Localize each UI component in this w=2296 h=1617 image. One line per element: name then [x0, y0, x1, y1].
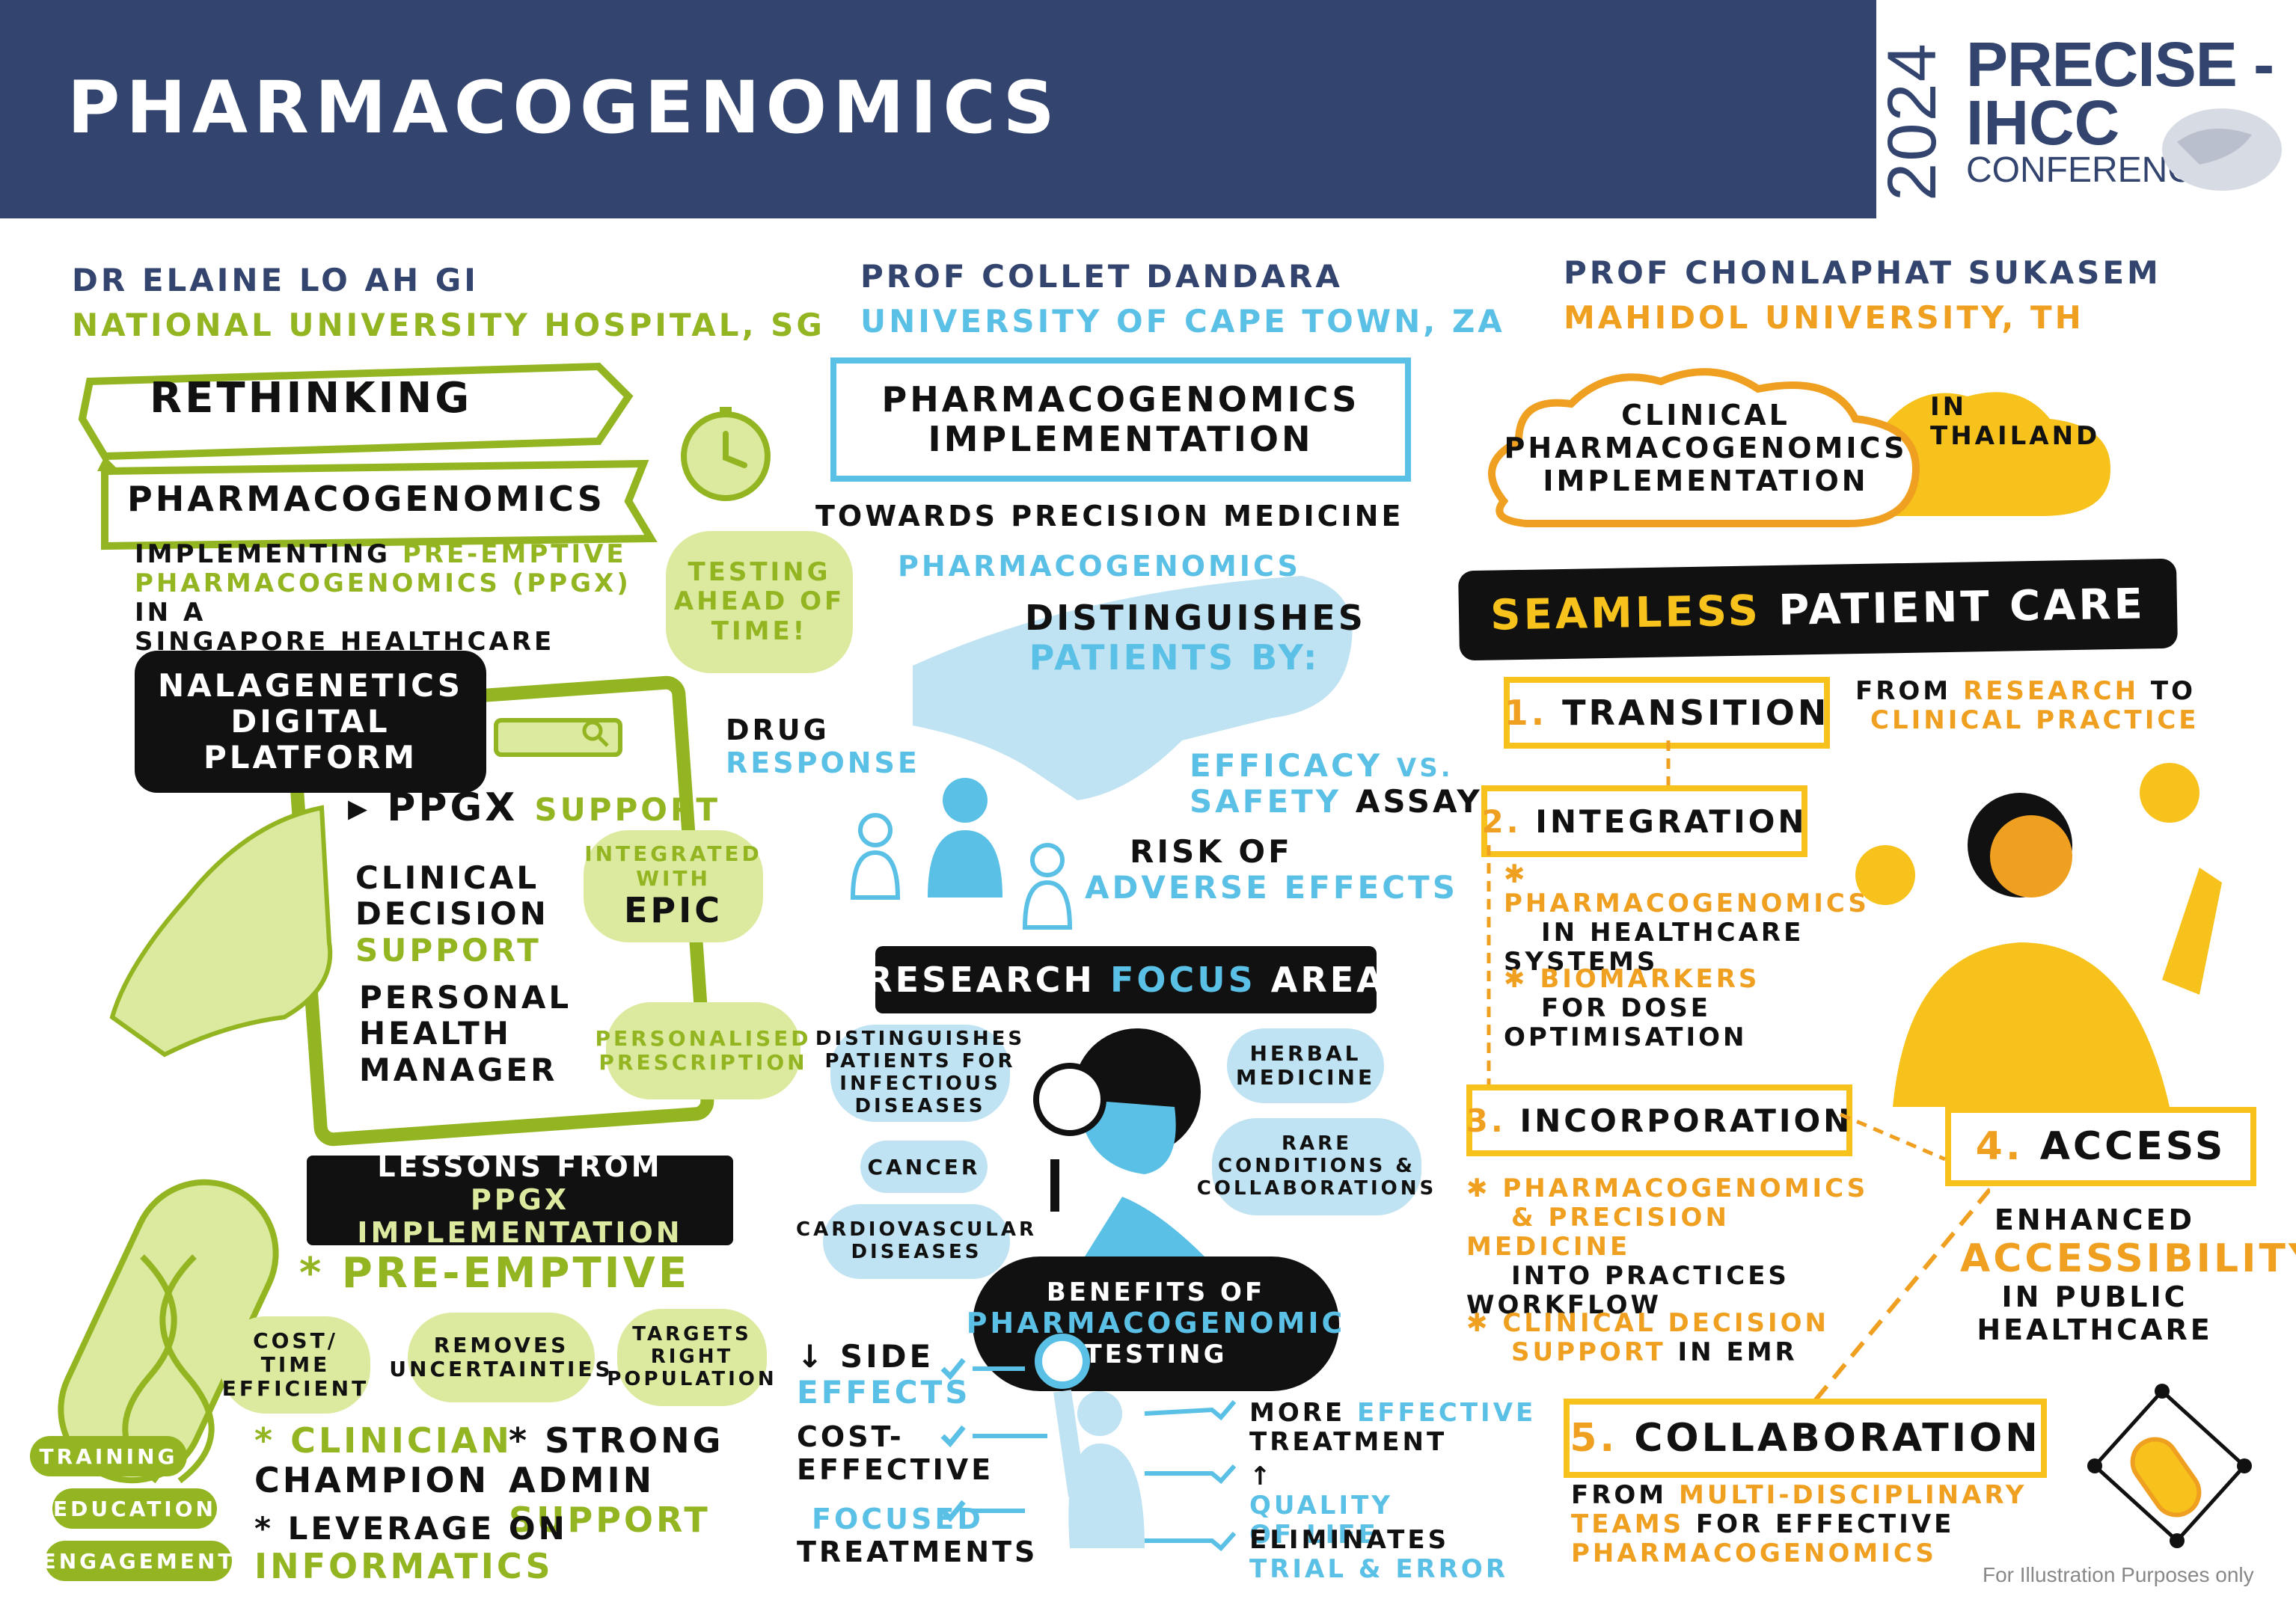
eliminates-trial-error: ELIMINATES TRIAL & ERROR [1249, 1525, 1508, 1585]
hand-illustration [109, 805, 333, 1058]
nalagenetics-bubble: NALAGENETICS DIGITAL PLATFORM [135, 651, 486, 793]
research-focus-banner: RESEARCH FOCUS AREA [866, 946, 1383, 1013]
clinical-pgx-implementation: CLINICAL PHARMACOGENOMICS IMPLEMENTATION [1504, 399, 1908, 497]
focused-treatments: FOCUSED TREATMENTS [797, 1503, 1038, 1568]
strong-admin-support: * STRONG ADMIN SUPPORT [509, 1420, 724, 1540]
person-holding-pill-icon [1035, 1334, 1145, 1548]
seamless-patient-care-banner: SEAMLESS PATIENT CARE [1458, 558, 2178, 661]
cost-effective: COST- EFFECTIVE [797, 1420, 994, 1486]
banner-pharmacogenomics: PHARMACOGENOMICS [127, 479, 605, 519]
ppgx-support: ▸ PPGX SUPPORT [348, 785, 721, 830]
clinician-champion: * CLINICIAN CHAMPION [254, 1420, 512, 1500]
patient-figures-icon [850, 778, 1073, 930]
search-icon [582, 720, 609, 747]
leverage-informatics: * LEVERAGE ON INFORMATICS [254, 1510, 568, 1587]
pre-emptive-heading: * PRE-EMPTIVE [299, 1249, 691, 1298]
bubble-targets-population: TARGETS RIGHT POPULATION [607, 1309, 774, 1406]
pharmacogenomics-label: PHARMACOGENOMICS [898, 550, 1301, 583]
personal-health-manager: PERSONAL HEALTH MANAGER [359, 979, 572, 1088]
risk-adverse-effects: RISK OF ADVERSE EFFECTS [1085, 833, 1458, 906]
header-bar [0, 0, 1876, 218]
tag-engagement: ENGAGEMENT [42, 1541, 232, 1581]
step-3-bullet-1: ✱ PHARMACOGENOMICS & PRECISION MEDICINE … [1466, 1173, 1869, 1321]
logo-line-2: IHCC [1966, 88, 2120, 158]
step-2-bullet-1: ✱ PHARMACOGENOMICS IN HEALTHCARE SYSTEMS [1504, 859, 1870, 978]
logo-line-1: PRECISE - [1966, 29, 2274, 99]
bubble-removes-uncertainties: REMOVES UNCERTAINTIES [389, 1313, 610, 1402]
step-4-desc: ENHANCED ACCESSIBILITY IN PUBLIC HEALTHC… [1960, 1203, 2296, 1347]
cardiovascular-bubble: CARDIOVASCULAR DISEASES [796, 1204, 1034, 1279]
lessons-banner: LESSONS FROM PPGX IMPLEMENTATION [307, 1151, 733, 1249]
infectious-diseases-bubble: DISTINGUISHES PATIENTS FOR INFECTIOUS DI… [815, 1025, 1022, 1122]
step-5-desc: FROM MULTI-DISCIPLINARY TEAMS FOR EFFECT… [1571, 1480, 2027, 1569]
towards-precision-medicine: TOWARDS PRECISION MEDICINE [815, 500, 1404, 533]
benefits-bubble: BENEFITS OF PHARMACOGENOMIC TESTING [967, 1257, 1342, 1391]
step-3-incorporation: 3. INCORPORATION [1466, 1084, 1852, 1156]
drug-response: DRUG RESPONSE [726, 714, 920, 779]
speaker-2-affiliation: UNIVERSITY OF CAPE TOWN, ZA [860, 303, 1505, 340]
speaker-1-affiliation: NATIONAL UNIVERSITY HOSPITAL, SG [72, 307, 825, 343]
speaker-3-affiliation: MAHIDOL UNIVERSITY, TH [1564, 299, 2084, 336]
implementation-banner: PHARMACOGENOMICS IMPLEMENTATION [830, 358, 1411, 482]
cloud-shape [1488, 368, 2110, 527]
integrated-epic-bubble: INTEGRATED WITH EPIC [584, 830, 763, 942]
more-effective-treatment: MORE EFFECTIVE TREATMENT [1249, 1398, 1537, 1458]
doctor-illustration [1855, 763, 2222, 1107]
ribbon-banner [78, 362, 658, 550]
tag-training: TRAINING [30, 1436, 187, 1476]
step-2-integration: 2. INTEGRATION [1481, 785, 1807, 857]
page-title: PHARMACOGENOMICS [67, 66, 1061, 150]
bubble-cost-time: COST/ TIME EFFICIENT [221, 1316, 370, 1414]
pill-network-icon [2087, 1384, 2252, 1548]
checkmark-lines [940, 1357, 1237, 1552]
testing-ahead-bubble: TESTING AHEAD OF TIME! [666, 531, 853, 673]
hand-holding-icon [913, 576, 1353, 800]
side-effects: ↓ SIDE EFFECTS [797, 1338, 971, 1411]
personalised-prescription-bubble: PERSONALISED PRESCRIPTION [595, 1002, 809, 1099]
speaker-2-name: PROF COLLET DANDARA [860, 258, 1343, 295]
rare-conditions-bubble: RARE CONDITIONS & COLLABORATIONS [1197, 1118, 1433, 1215]
speaker-3-name: PROF CHONLAPHAT SUKASEM [1564, 254, 2161, 291]
clinical-decision-support: CLINICAL DECISION SUPPORT [355, 859, 549, 969]
globe-icon [2162, 108, 2282, 191]
in-thailand: IN THAILAND [1930, 392, 2101, 452]
speaker-1-name: DR ELAINE LO AH GI [72, 262, 479, 298]
distinguishes-patients: DISTINGUISHES PATIENTS BY: [1025, 598, 1366, 678]
dashed-connectors [1487, 740, 1990, 1408]
step-3-bullet-2: ✱ CLINICAL DECISION SUPPORT IN EMR [1466, 1308, 1830, 1368]
step-2-bullet-2: ✱ BIOMARKERS FOR DOSE OPTIMISATION [1504, 964, 1760, 1053]
banner-rethinking: RETHINKING [150, 374, 473, 423]
herbal-medicine-bubble: HERBAL MEDICINE [1227, 1028, 1384, 1103]
cancer-bubble: CANCER [860, 1141, 988, 1193]
step-4-access: 4. ACCESS [1945, 1107, 2256, 1186]
step-5-collaboration: 5. COLLABORATION [1564, 1399, 2047, 1478]
clock-icon [681, 407, 771, 501]
logo-year: 2024 [1873, 42, 1950, 201]
researcher-magnifier-icon [1033, 1028, 1204, 1257]
quality-of-life: ↑ QUALITY OF LIFE [1249, 1461, 1393, 1550]
footer-disclaimer: For Illustration Purposes only [1983, 1563, 2254, 1586]
step-1-transition: 1. TRANSITION [1504, 677, 1830, 749]
efficacy-safety: EFFICACY VS. SAFETY ASSAY [1190, 747, 1483, 820]
step-1-desc: FROM RESEARCH TO CLINICAL PRACTICE [1855, 676, 2199, 736]
tag-education: EDUCATION [52, 1488, 217, 1529]
